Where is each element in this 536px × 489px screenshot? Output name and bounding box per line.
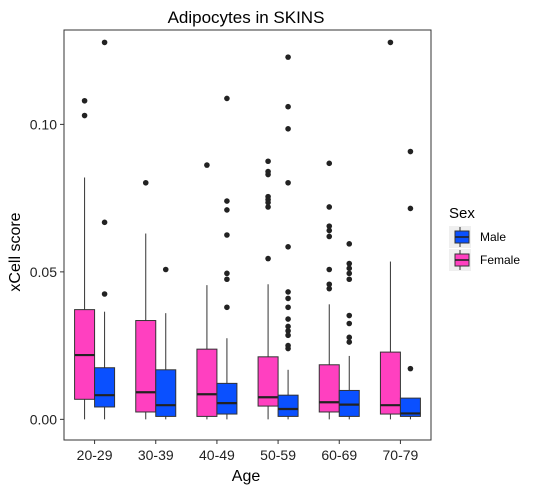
outlier-point [265, 204, 271, 210]
box-marks [74, 39, 421, 420]
outlier-point [407, 205, 414, 212]
x-tick-label: 20-29 [77, 447, 113, 463]
box-male [155, 369, 177, 417]
outlier-point [265, 199, 271, 206]
outlier-point [346, 339, 353, 345]
box-group [155, 266, 177, 420]
outlier-point [81, 112, 88, 119]
box-group [379, 39, 401, 420]
outlier-point [285, 332, 291, 339]
box-male [277, 394, 299, 417]
outlier-point [346, 241, 353, 247]
box-female [318, 364, 340, 413]
outlier-point [346, 312, 353, 319]
outlier-point [204, 162, 210, 168]
y-tick-label: 0.10 [30, 116, 57, 132]
outlier-point [162, 266, 169, 273]
outlier-point [285, 345, 291, 352]
box-group [257, 158, 279, 420]
outlier-point [224, 270, 230, 277]
y-axis-label: xCell score [7, 212, 24, 291]
legend-label-female: Female [480, 253, 520, 267]
outlier-point [224, 95, 230, 102]
outlier-point [265, 171, 271, 178]
box-female [257, 356, 279, 407]
outlier-point [285, 103, 291, 110]
outlier-point [265, 255, 271, 262]
plot-panel [63, 29, 432, 441]
outlier-point [224, 304, 230, 311]
outlier-point [326, 160, 333, 167]
outlier-point [224, 276, 230, 283]
box-group [196, 162, 218, 420]
box-group [216, 95, 238, 420]
y-tick-label: 0.05 [30, 264, 57, 280]
outlier-point [101, 39, 108, 46]
outlier-point [326, 227, 333, 234]
legend: Sex Male Female [449, 205, 520, 271]
outlier-point [407, 148, 414, 155]
x-axis-label: Age [232, 468, 261, 485]
outlier-point [346, 276, 353, 283]
outlier-point [326, 285, 333, 292]
outlier-point [285, 316, 291, 322]
box-male [399, 397, 421, 417]
outlier-point [224, 232, 230, 238]
outlier-point [101, 291, 108, 297]
box-male [94, 367, 116, 408]
outlier-point [387, 39, 394, 46]
outlier-point [101, 219, 108, 226]
outlier-point [285, 304, 291, 311]
outlier-point [326, 266, 333, 273]
x-axis: 20-29 30-39 40-49 50-59 60-69 70-79 [77, 440, 419, 463]
chart-title: Adipocytes in SKINS [168, 8, 325, 27]
x-tick-label: 30-39 [138, 447, 174, 463]
outlier-point [346, 320, 353, 327]
outlier-point [285, 126, 291, 132]
x-tick-label: 50-59 [260, 447, 296, 463]
outlier-point [265, 158, 271, 165]
outlier-point [346, 334, 353, 341]
outlier-point [285, 323, 291, 330]
box-female [196, 348, 218, 417]
outlier-point [326, 223, 333, 229]
outlier-point [224, 198, 230, 204]
x-tick-label: 70-79 [383, 447, 419, 463]
box-group [318, 160, 340, 420]
legend-label-male: Male [480, 230, 506, 244]
outlier-point [285, 54, 291, 60]
box-group [74, 97, 96, 420]
box-group [135, 179, 157, 420]
outlier-point [285, 289, 291, 295]
outlier-point [142, 179, 149, 186]
box-male [216, 382, 238, 415]
box-female [135, 320, 157, 413]
box-group [94, 39, 116, 420]
y-axis: 0.00 0.05 0.10 [30, 116, 64, 427]
outlier-point [407, 365, 414, 372]
outlier-point [81, 97, 88, 104]
outlier-point [326, 204, 333, 210]
outlier-point [224, 207, 230, 213]
outlier-point [285, 179, 291, 186]
x-tick-label: 60-69 [321, 447, 357, 463]
outlier-point [285, 243, 291, 250]
legend-title: Sex [449, 205, 475, 222]
outlier-point [285, 295, 291, 302]
x-tick-label: 40-49 [199, 447, 235, 463]
outlier-point [285, 328, 291, 334]
box-group [277, 54, 299, 420]
box-group [399, 148, 421, 420]
box-female [379, 351, 401, 415]
outlier-point [346, 260, 353, 267]
outlier-point [326, 233, 333, 240]
outlier-point [326, 281, 333, 288]
y-tick-label: 0.00 [30, 411, 57, 427]
box-group [338, 241, 360, 420]
outlier-point [346, 270, 353, 277]
outlier-point [346, 265, 353, 272]
box-male [338, 389, 360, 417]
